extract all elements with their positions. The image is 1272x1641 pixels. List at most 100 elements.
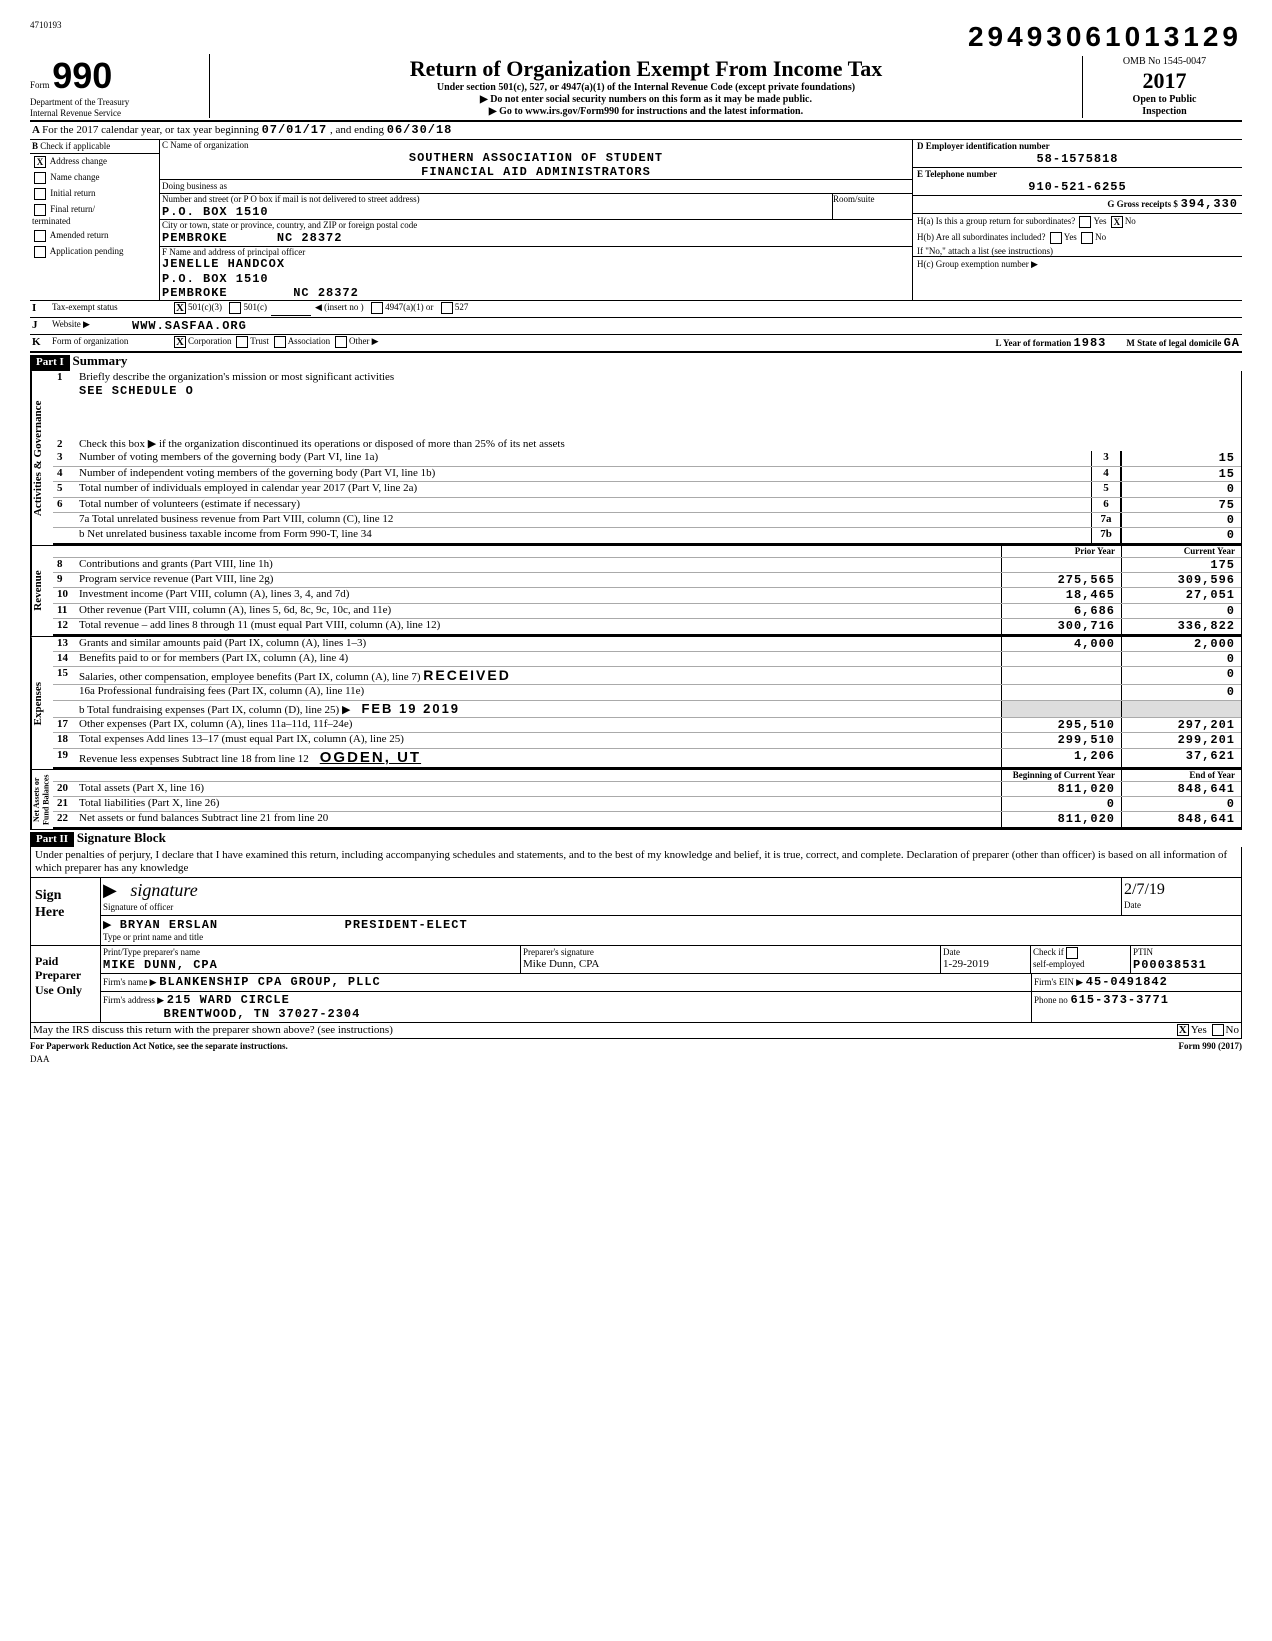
discuss-no: No — [1226, 1024, 1239, 1037]
received-stamp: RECEIVED — [423, 667, 511, 683]
part-2-label: Part II — [30, 832, 74, 847]
officer-city-2: NC 28372 — [293, 286, 359, 300]
irs: Internal Revenue Service — [30, 108, 203, 119]
chk-ha-yes[interactable] — [1079, 216, 1091, 228]
officer-name: JENELLE HANDCOX — [160, 257, 912, 271]
form-foot: Form 990 (2017) — [1179, 1041, 1242, 1052]
r9-text: Program service revenue (Part VIII, line… — [79, 573, 1001, 587]
opt-insert-no: ◀ (insert no ) — [315, 302, 364, 315]
l4-text: Number of independent voting members of … — [79, 467, 1091, 481]
dba-label: Doing business as — [160, 180, 912, 194]
chk-name-change[interactable] — [34, 172, 46, 184]
form-number: 990 — [52, 55, 112, 96]
r13-text: Grants and similar amounts paid (Part IX… — [79, 637, 1001, 651]
opt-other: Other ▶ — [349, 336, 379, 350]
hc-label: H(c) Group exemption number ▶ — [913, 256, 1242, 272]
date-stamp: FEB 19 2019 — [361, 701, 460, 716]
l6-value: 75 — [1121, 498, 1241, 512]
date-label: Date — [1124, 900, 1239, 911]
chk-final[interactable] — [34, 204, 46, 216]
r13-curr: 2,000 — [1121, 637, 1241, 651]
r18-prior: 299,510 — [1001, 733, 1121, 747]
line-k: K Form of organization XCorporation Trus… — [30, 335, 1242, 353]
gross-receipts: 394,330 — [1181, 197, 1238, 211]
footer: For Paperwork Reduction Act Notice, see … — [30, 1039, 1242, 1054]
r13-prior: 4,000 — [1001, 637, 1121, 651]
paperwork-notice: For Paperwork Reduction Act Notice, see … — [30, 1041, 288, 1052]
chk-amended[interactable] — [34, 230, 46, 242]
part-2-heading: Signature Block — [77, 830, 166, 845]
inspection: Inspection — [1087, 106, 1242, 118]
sig-officer-label: Signature of officer — [103, 902, 1119, 913]
state-domicile-label: M State of legal domicile — [1126, 338, 1221, 348]
r19-text: Revenue less expenses Subtract line 18 f… — [79, 753, 309, 765]
r10-curr: 27,051 — [1121, 588, 1241, 602]
hdr-beg: Beginning of Current Year — [1001, 770, 1121, 781]
chk-4947[interactable] — [371, 302, 383, 314]
tax-exempt-status-label: Tax-exempt status — [52, 302, 172, 315]
paid-preparer-block: Paid Preparer Use Only Print/Type prepar… — [30, 946, 1242, 1023]
hb-no: No — [1095, 232, 1106, 242]
chk-app-pending[interactable] — [34, 246, 46, 258]
r14-prior — [1001, 652, 1121, 666]
chk-self-emp[interactable] — [1066, 947, 1078, 959]
r12-text: Total revenue – add lines 8 through 11 (… — [79, 619, 1001, 633]
l5-value: 0 — [1121, 482, 1241, 496]
chk-assoc[interactable] — [274, 336, 286, 348]
l1-text: Briefly describe the organization's miss… — [79, 371, 394, 383]
chk-501c3[interactable]: X — [174, 302, 186, 314]
chk-other[interactable] — [335, 336, 347, 348]
form-org-label: Form of organization — [52, 336, 172, 350]
firm-ein: 45-0491842 — [1086, 975, 1168, 989]
r9-curr: 309,596 — [1121, 573, 1241, 587]
line-a-mid: , and ending — [330, 124, 384, 136]
chk-hb-yes[interactable] — [1050, 232, 1062, 244]
chk-501c[interactable] — [229, 302, 241, 314]
vlabel-expenses: Expenses — [31, 637, 53, 769]
c-label: C Name of organization — [162, 140, 249, 150]
may-irs-row: May the IRS discuss this return with the… — [30, 1023, 1242, 1039]
part-2-header: Part II Signature Block — [30, 830, 1242, 847]
paid-preparer-label: Paid Preparer Use Only — [31, 946, 101, 1022]
app-pending-label: Application pending — [50, 246, 124, 256]
phone-value: 910-521-6255 — [917, 180, 1238, 194]
prep-date: 1-29-2019 — [943, 958, 1028, 971]
chk-trust[interactable] — [236, 336, 248, 348]
r16b-text: b Total fundraising expenses (Part IX, c… — [79, 704, 350, 716]
firm-ein-label: Firm's EIN ▶ — [1034, 977, 1083, 987]
r20-beg: 811,020 — [1001, 782, 1121, 796]
opt-4947: 4947(a)(1) or — [385, 302, 433, 315]
chk-hb-no[interactable] — [1081, 232, 1093, 244]
chk-corp[interactable]: X — [174, 336, 186, 348]
r18-text: Total expenses Add lines 13–17 (must equ… — [79, 733, 1001, 747]
ein-value: 58-1575818 — [917, 152, 1238, 166]
hdr-end: End of Year — [1121, 770, 1241, 781]
part-1-heading: Summary — [73, 353, 128, 368]
part-1-header: Part I Summary — [30, 353, 1242, 370]
chk-addr-change[interactable]: X — [34, 156, 46, 168]
chk-initial[interactable] — [34, 188, 46, 200]
l5-text: Total number of individuals employed in … — [79, 482, 1091, 496]
firm-name-label: Firm's name ▶ — [103, 977, 157, 987]
name-change-label: Name change — [50, 172, 99, 182]
opt-527: 527 — [455, 302, 469, 315]
d-label: D Employer identification number — [917, 141, 1238, 152]
chk-ha-no[interactable]: X — [1111, 216, 1123, 228]
chk-discuss-yes[interactable]: X — [1177, 1024, 1189, 1036]
r20-end: 848,641 — [1121, 782, 1241, 796]
line-i: I Tax-exempt status X501(c)(3) 501(c) ◀ … — [30, 301, 1242, 317]
year-formation-label: L Year of formation — [996, 338, 1072, 348]
ha-yes: Yes — [1093, 216, 1106, 226]
room-label: Room/suite — [832, 194, 912, 219]
org-name-2: FINANCIAL AID ADMINISTRATORS — [160, 165, 912, 179]
chk-discuss-no[interactable] — [1212, 1024, 1224, 1036]
form-label: Form — [30, 80, 50, 90]
r11-curr: 0 — [1121, 604, 1241, 618]
l6-text: Total number of volunteers (estimate if … — [79, 498, 1091, 512]
b-label: Check if applicable — [40, 141, 110, 151]
vlabel-governance: Activities & Governance — [31, 371, 53, 545]
r17-text: Other expenses (Part IX, column (A), lin… — [79, 718, 1001, 732]
r21-beg: 0 — [1001, 797, 1121, 811]
chk-527[interactable] — [441, 302, 453, 314]
r16a-curr: 0 — [1121, 685, 1241, 699]
